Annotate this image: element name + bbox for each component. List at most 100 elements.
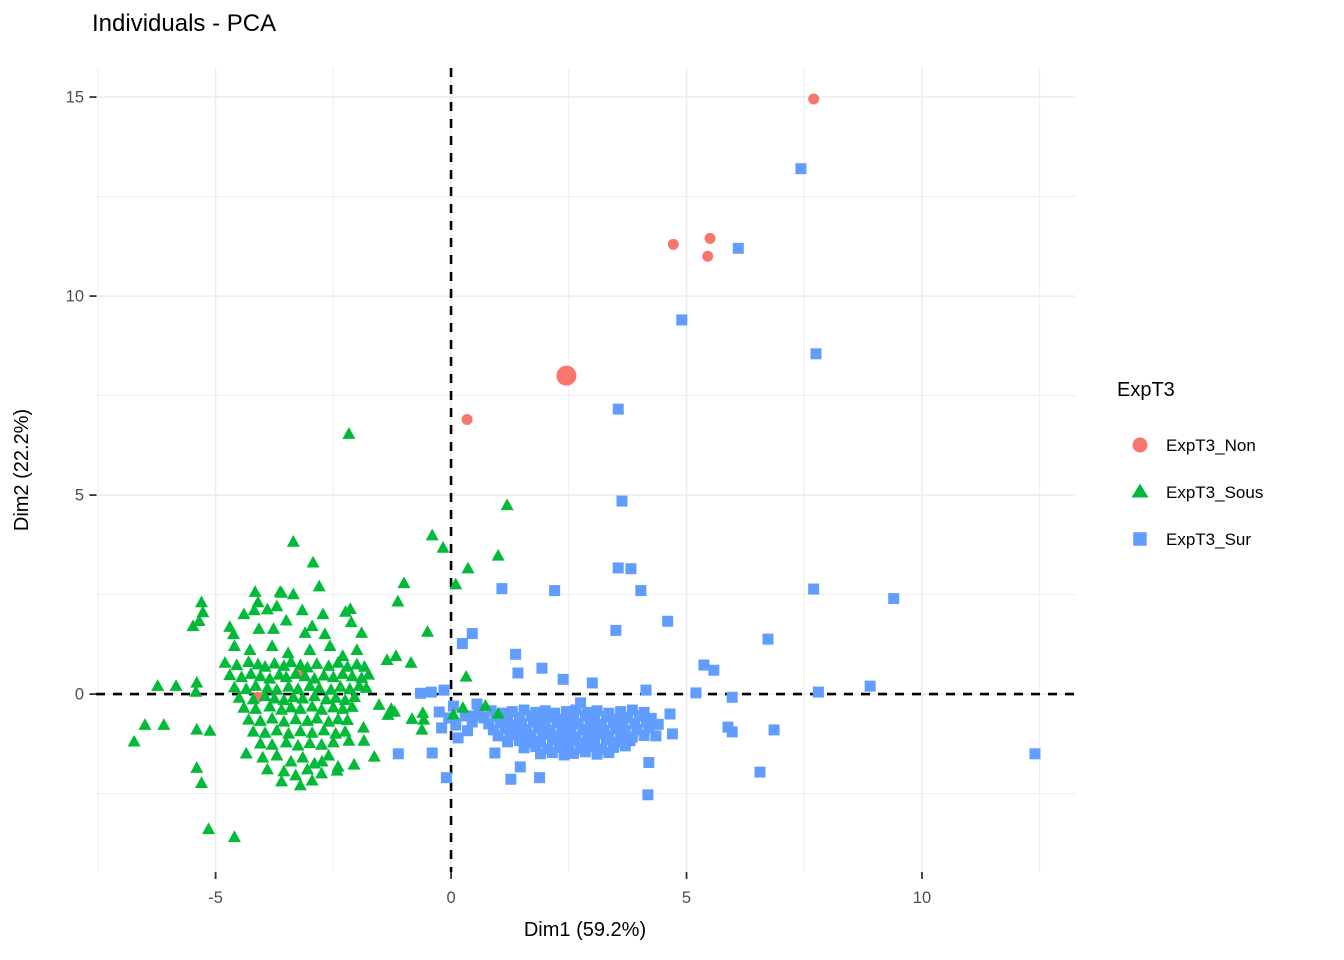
data-point (391, 594, 405, 607)
data-point (506, 706, 518, 718)
data-point (284, 754, 298, 767)
data-point (343, 682, 357, 695)
data-point (466, 628, 478, 640)
data-point (270, 723, 284, 736)
data-point (456, 638, 468, 650)
data-point (242, 655, 256, 667)
data-point (504, 729, 516, 741)
data-point (227, 639, 241, 652)
data-point (324, 683, 338, 695)
data-point (253, 736, 267, 749)
data-point (436, 722, 448, 734)
data-point (169, 679, 183, 691)
data-point (698, 659, 710, 671)
data-point (633, 710, 645, 722)
data-point (615, 706, 627, 718)
data-point (414, 687, 426, 699)
data-point (565, 725, 577, 737)
data-point-large (556, 365, 577, 386)
data-point (355, 626, 369, 638)
data-point (586, 677, 598, 689)
data-point (810, 348, 822, 360)
data-point (270, 683, 284, 695)
data-points-layer (127, 93, 1041, 843)
data-point (293, 778, 307, 791)
data-point (281, 646, 295, 659)
data-point (223, 668, 237, 681)
data-point (312, 579, 326, 592)
data-point (315, 766, 329, 779)
data-point (246, 724, 260, 737)
data-point (640, 684, 652, 696)
data-point (546, 747, 558, 759)
data-point (478, 712, 490, 724)
data-point (307, 671, 321, 684)
data-point (586, 722, 598, 734)
data-point (447, 700, 459, 712)
data-point (662, 615, 674, 627)
data-point (450, 719, 462, 731)
data-point (265, 711, 279, 724)
data-point (357, 734, 371, 746)
legend-title: ExpT3 (1117, 379, 1175, 401)
data-point (279, 735, 293, 748)
data-point (275, 774, 289, 787)
data-point (513, 735, 525, 747)
data-point (812, 686, 824, 698)
data-point (286, 535, 300, 547)
data-point (293, 724, 307, 737)
data-point (300, 762, 314, 775)
data-point (572, 718, 584, 730)
data-point (322, 748, 336, 761)
data-point (404, 656, 418, 668)
data-point (237, 701, 251, 713)
data-point (626, 704, 638, 716)
data-point (127, 734, 141, 747)
data-point (616, 495, 628, 507)
data-point (534, 772, 546, 784)
data-point (355, 671, 369, 683)
data-point (459, 669, 473, 682)
data-point (638, 729, 650, 741)
data-point (608, 717, 620, 729)
data-point (492, 730, 504, 742)
data-point (157, 718, 171, 730)
data-point (151, 679, 165, 691)
data-point (277, 714, 291, 727)
data-point (625, 563, 637, 575)
data-point (249, 702, 263, 714)
data-point (372, 698, 386, 710)
data-point (291, 738, 305, 751)
data-point (664, 708, 676, 720)
data-point (864, 680, 876, 692)
data-point (263, 699, 277, 712)
data-point (295, 603, 309, 616)
data-point (560, 706, 572, 718)
data-point (768, 724, 780, 736)
data-point (312, 681, 326, 694)
data-point (331, 656, 345, 668)
legend-square-icon (1133, 532, 1147, 546)
data-point (888, 593, 900, 605)
data-point (516, 718, 528, 730)
data-point (289, 768, 303, 781)
data-point (247, 603, 261, 616)
data-point (461, 561, 475, 574)
data-point (539, 718, 551, 730)
data-point (284, 655, 298, 667)
data-point (596, 718, 608, 730)
data-point (282, 679, 296, 692)
data-point (348, 690, 362, 702)
data-point (563, 740, 575, 752)
data-point (546, 711, 558, 723)
data-point (556, 723, 568, 735)
data-point (510, 648, 522, 660)
data-point (558, 713, 570, 725)
data-point (251, 657, 265, 670)
data-point (237, 607, 251, 620)
data-point (194, 776, 208, 788)
data-point (397, 576, 411, 589)
data-point (227, 830, 241, 843)
data-point (310, 657, 324, 669)
data-point (367, 749, 381, 762)
